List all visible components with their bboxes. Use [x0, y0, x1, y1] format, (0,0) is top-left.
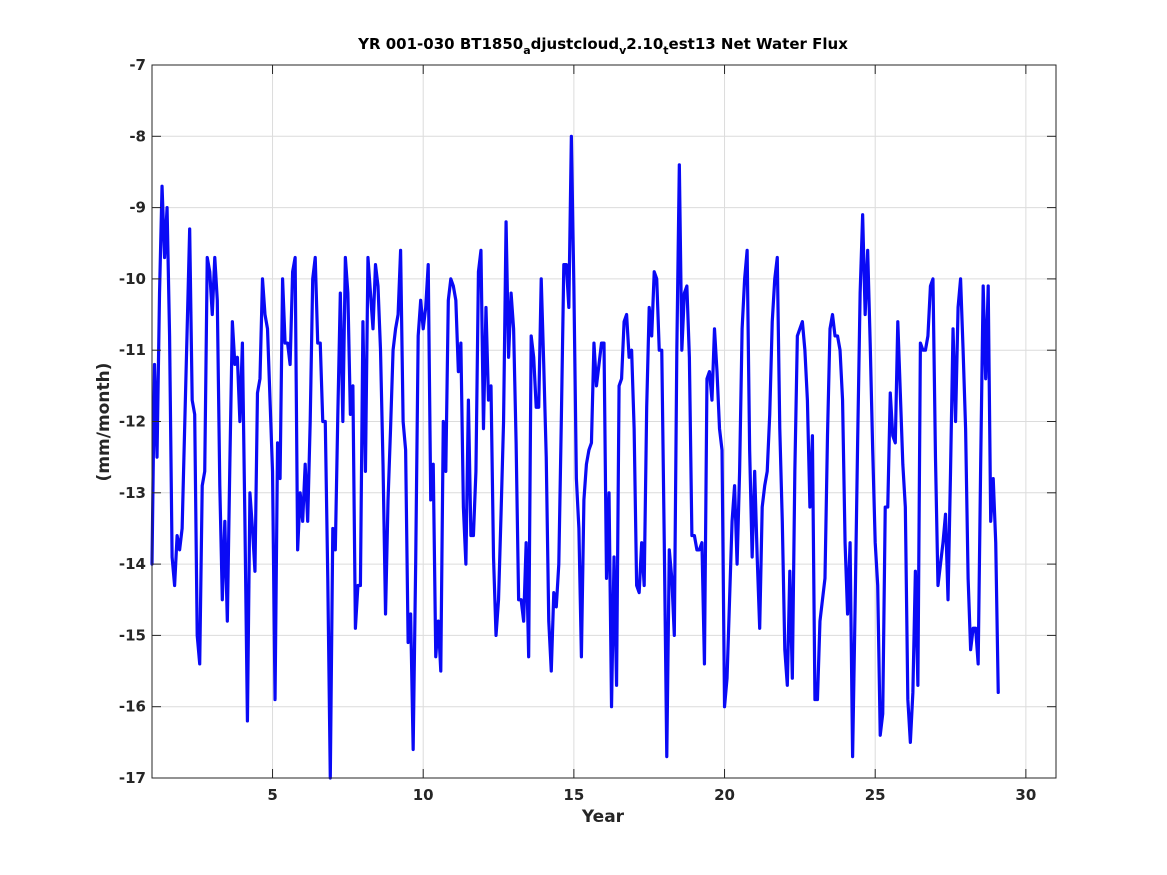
y-tick-label: -11 [119, 341, 146, 359]
y-tick-label: -8 [129, 127, 146, 145]
x-tick-label: 25 [865, 786, 886, 804]
x-tick-label: 10 [413, 786, 434, 804]
y-tick-label: -16 [119, 698, 146, 716]
x-tick-label: 30 [1015, 786, 1036, 804]
y-tick-label: -14 [119, 555, 146, 573]
tick-marks [152, 64, 1056, 779]
series-group [150, 134, 1000, 780]
series-line [150, 134, 1000, 780]
y-tick-label: -7 [129, 56, 146, 74]
x-tick-label: 5 [267, 786, 277, 804]
tick-labels: 5 10 15 20 25 30 -17 -16 -15 -14 -13 -12 -11 -10 -9 -8 -… [119, 56, 1036, 804]
x-axis-label: Year [581, 807, 625, 827]
y-tick-label: -9 [129, 199, 146, 217]
y-axis-label: (mm/month) [94, 363, 114, 482]
y-tick-label: -12 [119, 413, 146, 431]
y-tick-label: -10 [119, 270, 146, 288]
chart-title: YR 001-030 BT1850adjustcloudv2.10test13 … [357, 35, 848, 57]
y-tick-label: -17 [119, 769, 146, 787]
y-tick-label: -15 [119, 626, 146, 644]
x-tick-label: 15 [563, 786, 584, 804]
y-tick-label: -13 [119, 484, 146, 502]
x-tick-label: 20 [714, 786, 735, 804]
